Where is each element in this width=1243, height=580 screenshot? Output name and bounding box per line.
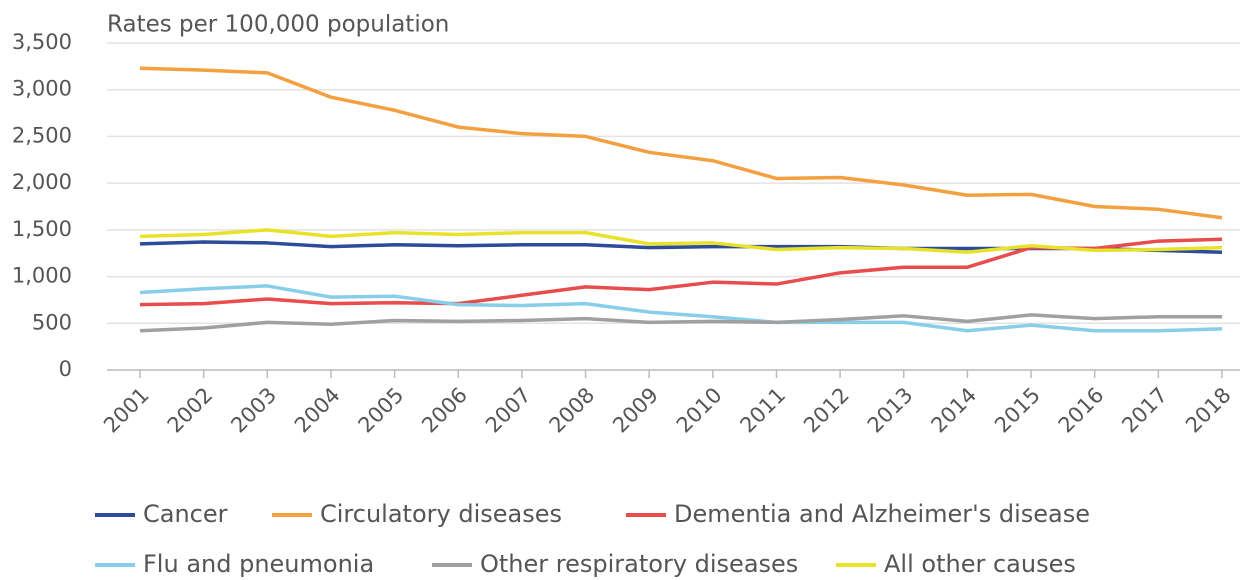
legend-label: Dementia and Alzheimer's disease (674, 500, 1090, 528)
legend-label: Cancer (143, 500, 228, 528)
x-tick-label: 2013 (863, 383, 918, 438)
y-tick-label: 1,000 (12, 264, 72, 288)
y-tick-label: 2,500 (12, 123, 72, 147)
legend-label: Flu and pneumonia (143, 550, 374, 578)
x-tick-label: 2016 (1054, 383, 1109, 438)
x-tick-label: 2002 (163, 383, 218, 438)
y-tick-label: 500 (32, 310, 72, 334)
x-tick-label: 2005 (354, 383, 409, 438)
x-tick-label: 2011 (735, 383, 790, 438)
series-line (139, 66, 1223, 220)
y-tick-label: 3,500 (12, 30, 72, 54)
y-tick-label: 1,500 (12, 217, 72, 241)
x-tick-label: 2006 (417, 383, 472, 438)
legend-label: Other respiratory diseases (480, 550, 798, 578)
x-tick-label: 2001 (99, 383, 154, 438)
chart-title: Rates per 100,000 population (107, 12, 449, 38)
x-tick-label: 2009 (608, 383, 663, 438)
legend-label: All other causes (884, 550, 1076, 578)
y-tick-label: 0 (59, 357, 72, 381)
x-tick-label: 2008 (545, 383, 600, 438)
x-tick-label: 2010 (672, 383, 727, 438)
series-line (139, 284, 1223, 333)
x-tick-label: 2012 (799, 383, 854, 438)
x-tick-label: 2015 (990, 383, 1045, 438)
x-tick-label: 2007 (481, 383, 536, 438)
legend-label: Circulatory diseases (320, 500, 562, 528)
y-tick-label: 3,000 (12, 77, 72, 101)
y-tick-label: 2,000 (12, 170, 72, 194)
series-line (139, 313, 1222, 333)
x-tick-label: 2004 (290, 383, 345, 438)
series-line (139, 228, 1223, 255)
x-tick-label: 2018 (1181, 383, 1236, 438)
x-tick-label: 2014 (926, 383, 981, 438)
x-tick-label: 2003 (226, 383, 281, 438)
x-tick-label: 2017 (1117, 383, 1172, 438)
